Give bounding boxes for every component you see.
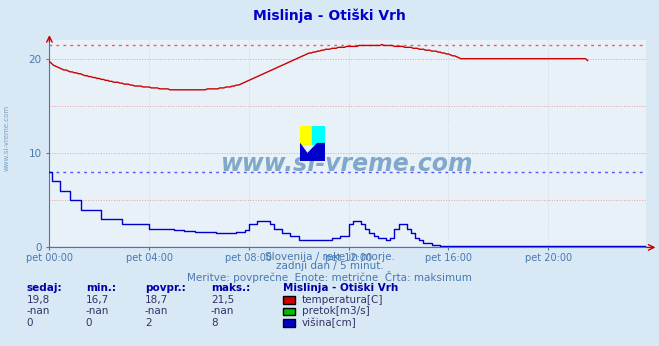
Text: višina[cm]: višina[cm]	[302, 318, 357, 328]
Text: temperatura[C]: temperatura[C]	[302, 295, 384, 305]
Text: -nan: -nan	[211, 306, 234, 316]
Text: www.si-vreme.com: www.si-vreme.com	[3, 105, 10, 172]
Text: 18,7: 18,7	[145, 295, 168, 305]
Text: min.:: min.:	[86, 283, 116, 293]
Text: zadnji dan / 5 minut.: zadnji dan / 5 minut.	[275, 261, 384, 271]
Text: maks.:: maks.:	[211, 283, 250, 293]
Text: Mislinja - Otiški Vrh: Mislinja - Otiški Vrh	[283, 283, 399, 293]
Polygon shape	[300, 144, 325, 161]
Text: 21,5: 21,5	[211, 295, 234, 305]
Text: 0: 0	[86, 318, 92, 328]
Text: pretok[m3/s]: pretok[m3/s]	[302, 306, 370, 316]
Bar	[312, 126, 325, 144]
Bar	[300, 126, 312, 144]
Text: 0: 0	[26, 318, 33, 328]
Text: sedaj:: sedaj:	[26, 283, 62, 293]
Text: 2: 2	[145, 318, 152, 328]
Text: povpr.:: povpr.:	[145, 283, 186, 293]
Text: www.si-vreme.com: www.si-vreme.com	[221, 152, 474, 176]
Text: Slovenija / reke in morje.: Slovenija / reke in morje.	[264, 252, 395, 262]
Text: -nan: -nan	[86, 306, 109, 316]
Text: -nan: -nan	[145, 306, 168, 316]
Text: Meritve: povprečne  Enote: metrične  Črta: maksimum: Meritve: povprečne Enote: metrične Črta:…	[187, 271, 472, 283]
Text: 16,7: 16,7	[86, 295, 109, 305]
Text: -nan: -nan	[26, 306, 49, 316]
Text: 19,8: 19,8	[26, 295, 49, 305]
Text: 8: 8	[211, 318, 217, 328]
Text: Mislinja - Otiški Vrh: Mislinja - Otiški Vrh	[253, 9, 406, 23]
